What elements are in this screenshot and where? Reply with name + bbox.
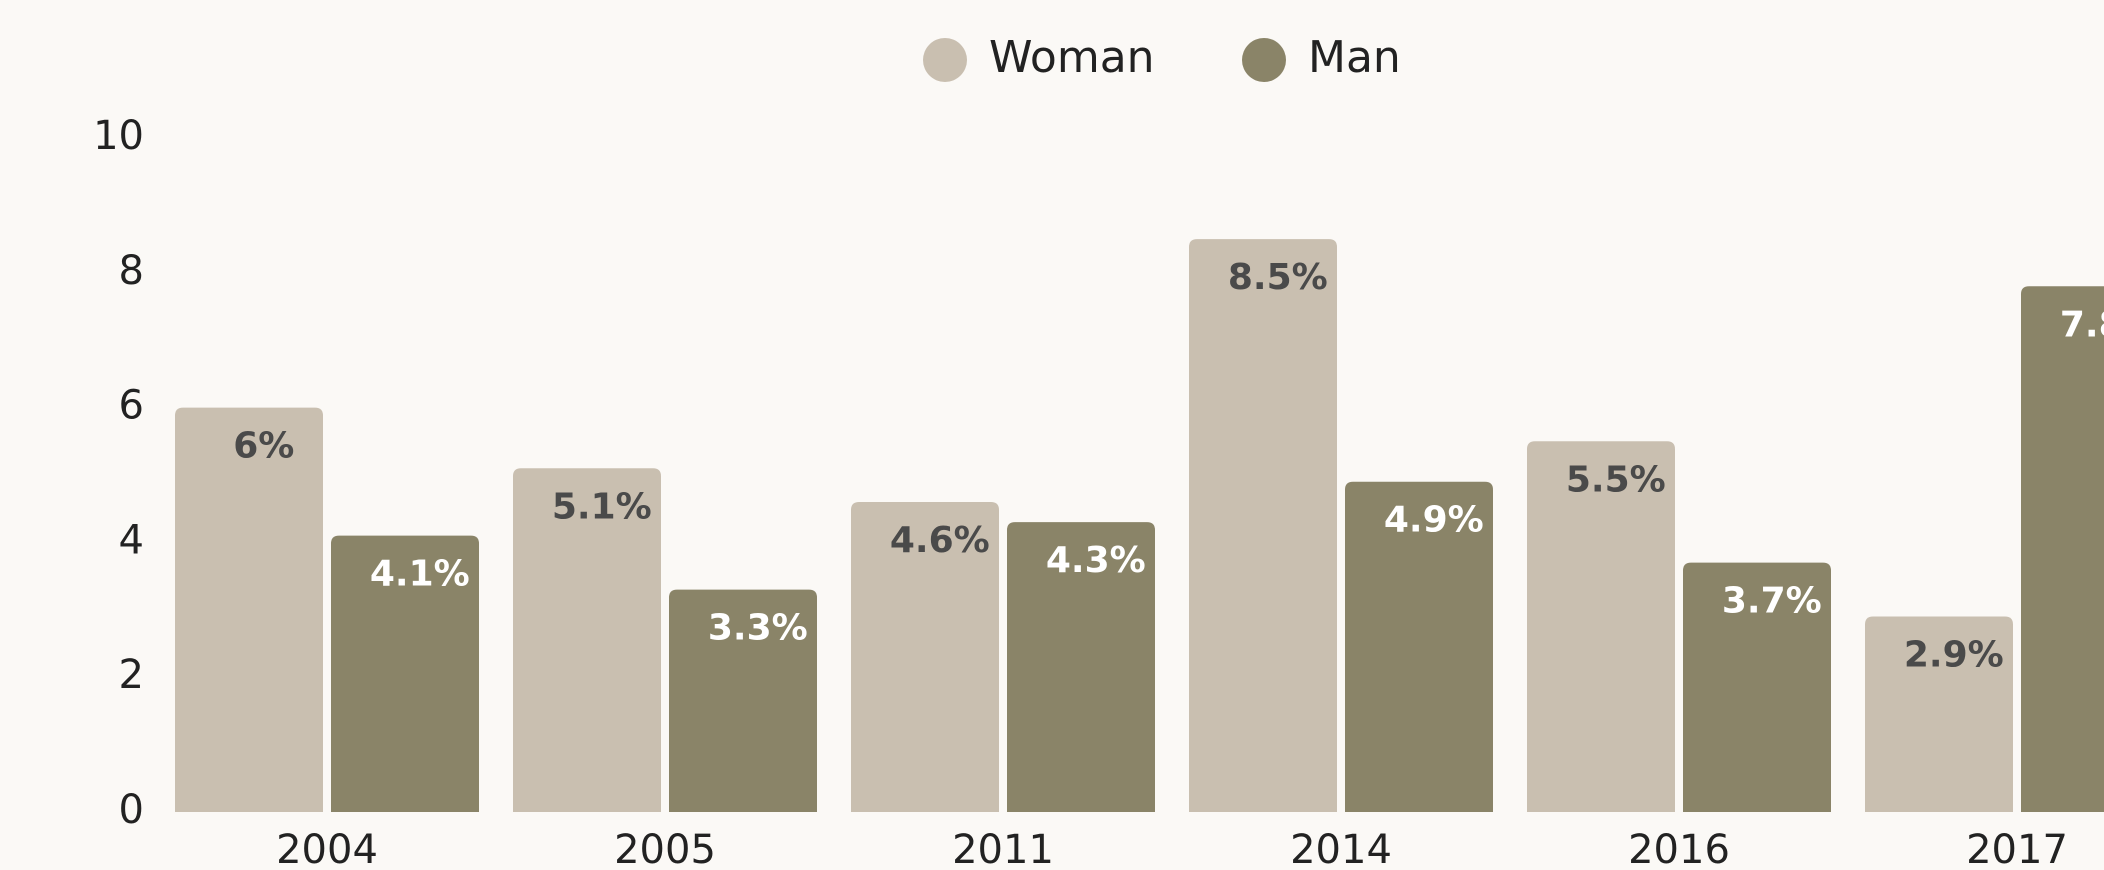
value-label: 8.5% [1228, 257, 1328, 298]
value-label: 6% [233, 426, 294, 467]
value-label: 5.1% [552, 486, 652, 527]
bar [1007, 522, 1155, 812]
value-label: 4.6% [890, 520, 990, 561]
bar [513, 468, 661, 812]
y-tick-label: 8 [119, 248, 144, 294]
bar [1527, 441, 1675, 812]
y-tick-label: 0 [119, 787, 144, 833]
value-label: 4.3% [1046, 540, 1146, 581]
y-tick-label: 6 [119, 383, 144, 429]
value-label: 2.9% [1904, 635, 2004, 676]
value-label: 7.8% [2060, 304, 2104, 345]
y-tick-label: 10 [93, 113, 144, 159]
value-label: 4.1% [370, 554, 470, 595]
bar [851, 501, 999, 812]
bar [1683, 562, 1831, 812]
x-tick-label: 2014 [1290, 827, 1392, 870]
value-label: 5.5% [1566, 459, 1666, 500]
value-label: 3.7% [1722, 581, 1822, 622]
legend-label: Man [1308, 32, 1401, 83]
bar [1189, 239, 1337, 813]
legend-swatch [1242, 38, 1286, 82]
x-tick-label: 2017 [1966, 827, 2068, 870]
x-tick-label: 2005 [614, 827, 716, 870]
y-tick-label: 2 [119, 652, 144, 698]
bar [2021, 286, 2104, 812]
bar [331, 535, 479, 812]
x-tick-label: 2011 [952, 827, 1054, 870]
value-label: 4.9% [1384, 500, 1484, 541]
x-tick-label: 2016 [1628, 827, 1730, 870]
bar [175, 407, 323, 812]
y-tick-label: 4 [119, 517, 144, 563]
bar [669, 589, 817, 812]
bar [1865, 616, 2013, 812]
bar [1345, 481, 1493, 812]
legend-swatch [923, 38, 967, 82]
legend-label: Woman [989, 32, 1155, 83]
value-label: 3.3% [708, 608, 808, 649]
x-tick-label: 2004 [276, 827, 378, 870]
